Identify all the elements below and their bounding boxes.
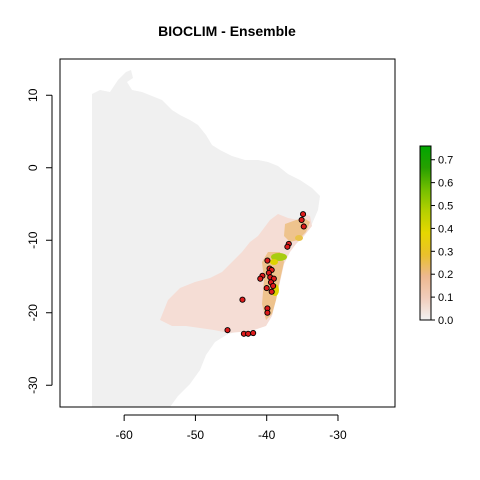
- occurrence-point: [224, 327, 231, 334]
- legend-bar: [419, 145, 432, 321]
- y-tick-label: -10: [26, 231, 40, 249]
- high-suitability-patch: [271, 253, 287, 261]
- x-tick-label: -30: [329, 428, 347, 442]
- occurrence-point: [239, 296, 246, 303]
- y-tick-label: 0: [26, 164, 40, 171]
- occurrence-points: [224, 211, 307, 337]
- y-tick-label: -30: [26, 376, 40, 394]
- occurrence-point: [268, 288, 275, 295]
- legend-tick-label: 0.7: [438, 155, 453, 167]
- y-tick-label: -20: [26, 304, 40, 322]
- occurrence-point: [257, 275, 264, 282]
- occurrence-point: [263, 285, 270, 292]
- legend-tick-label: 0.5: [438, 201, 453, 213]
- legend-tick-label: 0.4: [438, 223, 453, 235]
- high-suitability-patch: [295, 235, 303, 241]
- occurrence-point: [300, 223, 307, 230]
- occurrence-point: [300, 211, 307, 218]
- y-tick-label: 10: [26, 88, 40, 102]
- legend-tick-label: 0.2: [438, 269, 453, 281]
- occurrence-point: [298, 216, 305, 223]
- color-legend: 0.0 0.1 0.2 0.3 0.4 0.5 0.6 0.7: [419, 145, 453, 327]
- legend-tick-label: 0.6: [438, 178, 453, 190]
- legend-tick-label: 0.3: [438, 246, 453, 258]
- occurrence-point: [250, 329, 257, 337]
- occurrence-point: [270, 282, 277, 289]
- occurrence-point: [284, 243, 291, 250]
- occurrence-point: [264, 257, 271, 264]
- plot-title: BIOCLIM - Ensemble: [158, 23, 296, 39]
- land-mass: [92, 70, 320, 407]
- x-tick-label: -40: [258, 428, 276, 442]
- high-suitability-patch: [270, 259, 278, 265]
- x-axis: -60 -50 -40 -30: [115, 414, 347, 442]
- legend-tick-label: 0.0: [438, 315, 453, 327]
- plot-frame: [59, 58, 396, 408]
- occurrence-point: [245, 330, 252, 337]
- y-axis: 10 0 -10 -20 -30: [26, 88, 53, 394]
- x-tick-label: -50: [187, 428, 205, 442]
- legend-tick-label: 0.1: [438, 292, 453, 304]
- legend-ticks: 0.0 0.1 0.2 0.3 0.4 0.5 0.6 0.7: [431, 155, 453, 327]
- occurrence-point: [264, 309, 271, 316]
- x-tick-label: -60: [115, 428, 133, 442]
- map-area: [92, 70, 320, 407]
